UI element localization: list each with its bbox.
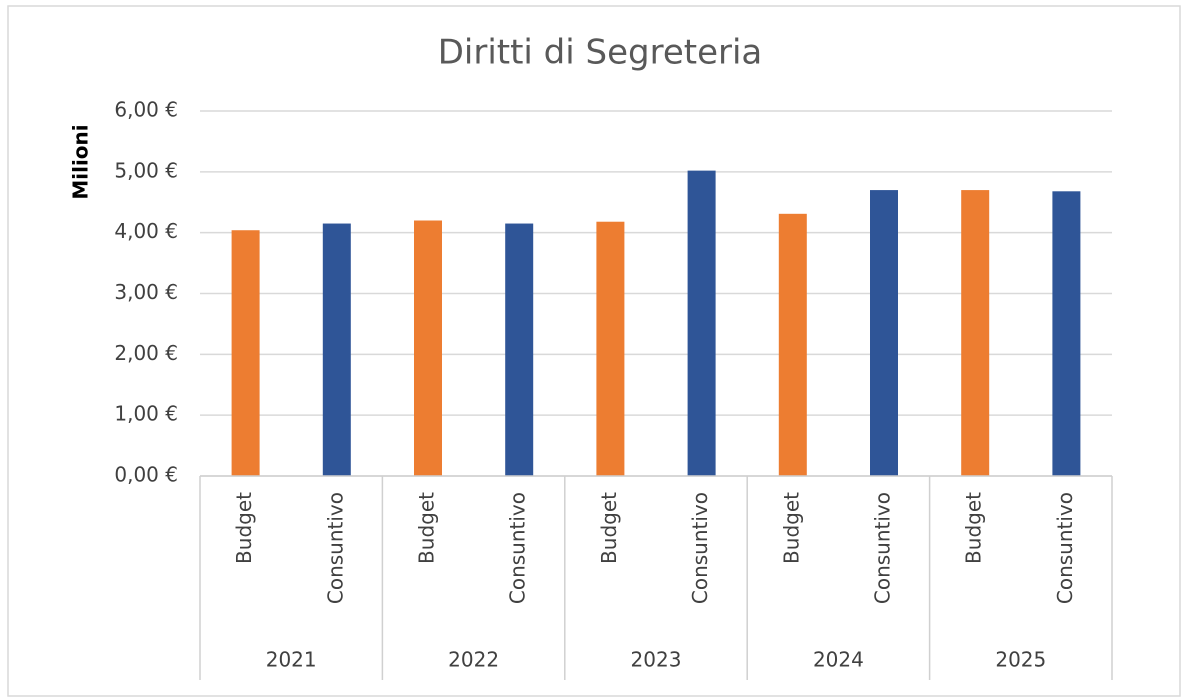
bar xyxy=(1052,191,1081,477)
bar xyxy=(231,230,260,476)
x-tick-label: Budget xyxy=(415,492,439,564)
bar xyxy=(596,221,625,476)
x-tick-label: Budget xyxy=(597,492,621,564)
y-tick-label: 3,00 € xyxy=(114,280,178,304)
bar xyxy=(961,190,990,477)
chart-border xyxy=(7,5,1181,697)
group-label: 2023 xyxy=(631,648,682,672)
chart-title: Diritti di Segreteria xyxy=(438,33,763,73)
x-tick-label: Consuntivo xyxy=(1053,492,1077,604)
x-tick-label: Consuntivo xyxy=(871,492,895,604)
y-tick-label: 5,00 € xyxy=(114,158,178,182)
x-tick-label: Consuntivo xyxy=(323,492,347,604)
x-tick-label: Consuntivo xyxy=(688,492,712,604)
y-axis-title: Milioni xyxy=(69,124,93,199)
x-tick-label: Budget xyxy=(779,492,803,564)
y-tick-label: 6,00 € xyxy=(114,98,178,122)
y-tick-label: 4,00 € xyxy=(114,219,178,243)
x-tick-label: Consuntivo xyxy=(506,492,530,604)
group-label: 2025 xyxy=(995,648,1046,672)
group-label: 2022 xyxy=(448,648,499,672)
bar xyxy=(870,190,898,477)
x-tick-label: Budget xyxy=(962,492,986,564)
x-tick-label: Budget xyxy=(232,492,256,564)
y-tick-label: 2,00 € xyxy=(114,341,178,365)
y-tick-label: 0,00 € xyxy=(114,463,178,487)
bar xyxy=(505,223,534,476)
bar xyxy=(687,170,716,476)
bar xyxy=(414,220,442,476)
bar xyxy=(778,213,807,476)
group-label: 2021 xyxy=(266,648,317,672)
y-tick-label: 1,00 € xyxy=(114,402,178,426)
group-label: 2024 xyxy=(813,648,864,672)
bar xyxy=(322,223,351,476)
